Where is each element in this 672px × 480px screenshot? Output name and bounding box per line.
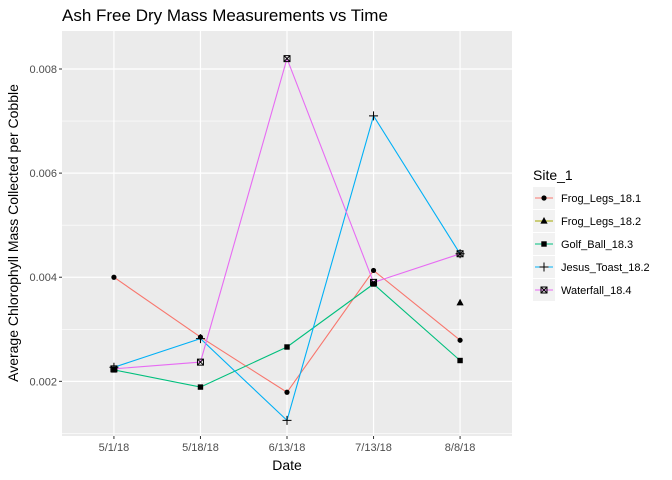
grid-major — [62, 31, 512, 436]
data-point — [283, 55, 291, 63]
x-tick-label: 5/18/18 — [182, 442, 219, 454]
data-point — [196, 358, 204, 366]
legend-label: Waterfall_18.4 — [561, 285, 632, 297]
y-axis-title: Average Chlorophyll Mass Collected per C… — [5, 84, 21, 382]
data-point — [370, 281, 377, 287]
legend-label: Frog_Legs_18.2 — [561, 216, 641, 228]
legend-key-marker — [540, 286, 548, 294]
legend-key-marker — [539, 262, 549, 272]
x-tick-label: 5/1/18 — [99, 442, 130, 454]
legend-title: Site_1 — [533, 167, 573, 183]
data-point — [370, 267, 377, 274]
x-tick-label: 8/8/18 — [445, 442, 476, 454]
y-tick-label: 0.004 — [29, 272, 57, 284]
data-point — [370, 278, 378, 286]
data-point — [195, 334, 205, 344]
legend-key-marker — [540, 217, 548, 224]
data-point — [456, 250, 464, 258]
x-axis-title: Date — [272, 457, 302, 473]
data-point — [110, 365, 118, 373]
legend-key-marker — [541, 195, 547, 201]
legend: Site_1 Frog_Legs_18.1 Frog_Legs_18.2 Golf_… — [533, 167, 650, 301]
x-axis: 5/1/18 5/18/18 6/13/18 7/13/18 8/8/18 — [99, 436, 476, 454]
y-axis: 0.002 0.004 0.006 0.008 — [29, 64, 62, 388]
x-tick-label: 6/13/18 — [269, 442, 306, 454]
data-point — [284, 344, 290, 350]
y-tick-label: 0.002 — [29, 376, 57, 388]
y-tick-label: 0.008 — [29, 64, 57, 76]
legend-label: Golf_Ball_18.3 — [561, 239, 633, 251]
data-point — [457, 357, 463, 364]
data-point — [282, 415, 292, 425]
legend-label: Frog_Legs_18.1 — [561, 193, 641, 205]
data-point — [457, 337, 463, 343]
data-point — [284, 389, 290, 395]
data-point — [456, 298, 464, 306]
data-point — [197, 384, 204, 390]
data-point — [111, 274, 117, 280]
legend-label: Jesus_Toast_18.2 — [561, 262, 650, 274]
legend-key-marker — [541, 241, 547, 247]
y-tick-label: 0.006 — [29, 168, 57, 180]
data-point — [369, 111, 379, 121]
series-points — [109, 55, 465, 425]
x-tick-label: 7/13/18 — [355, 442, 392, 454]
chart-title: Ash Free Dry Mass Measurements vs Time — [62, 6, 388, 25]
